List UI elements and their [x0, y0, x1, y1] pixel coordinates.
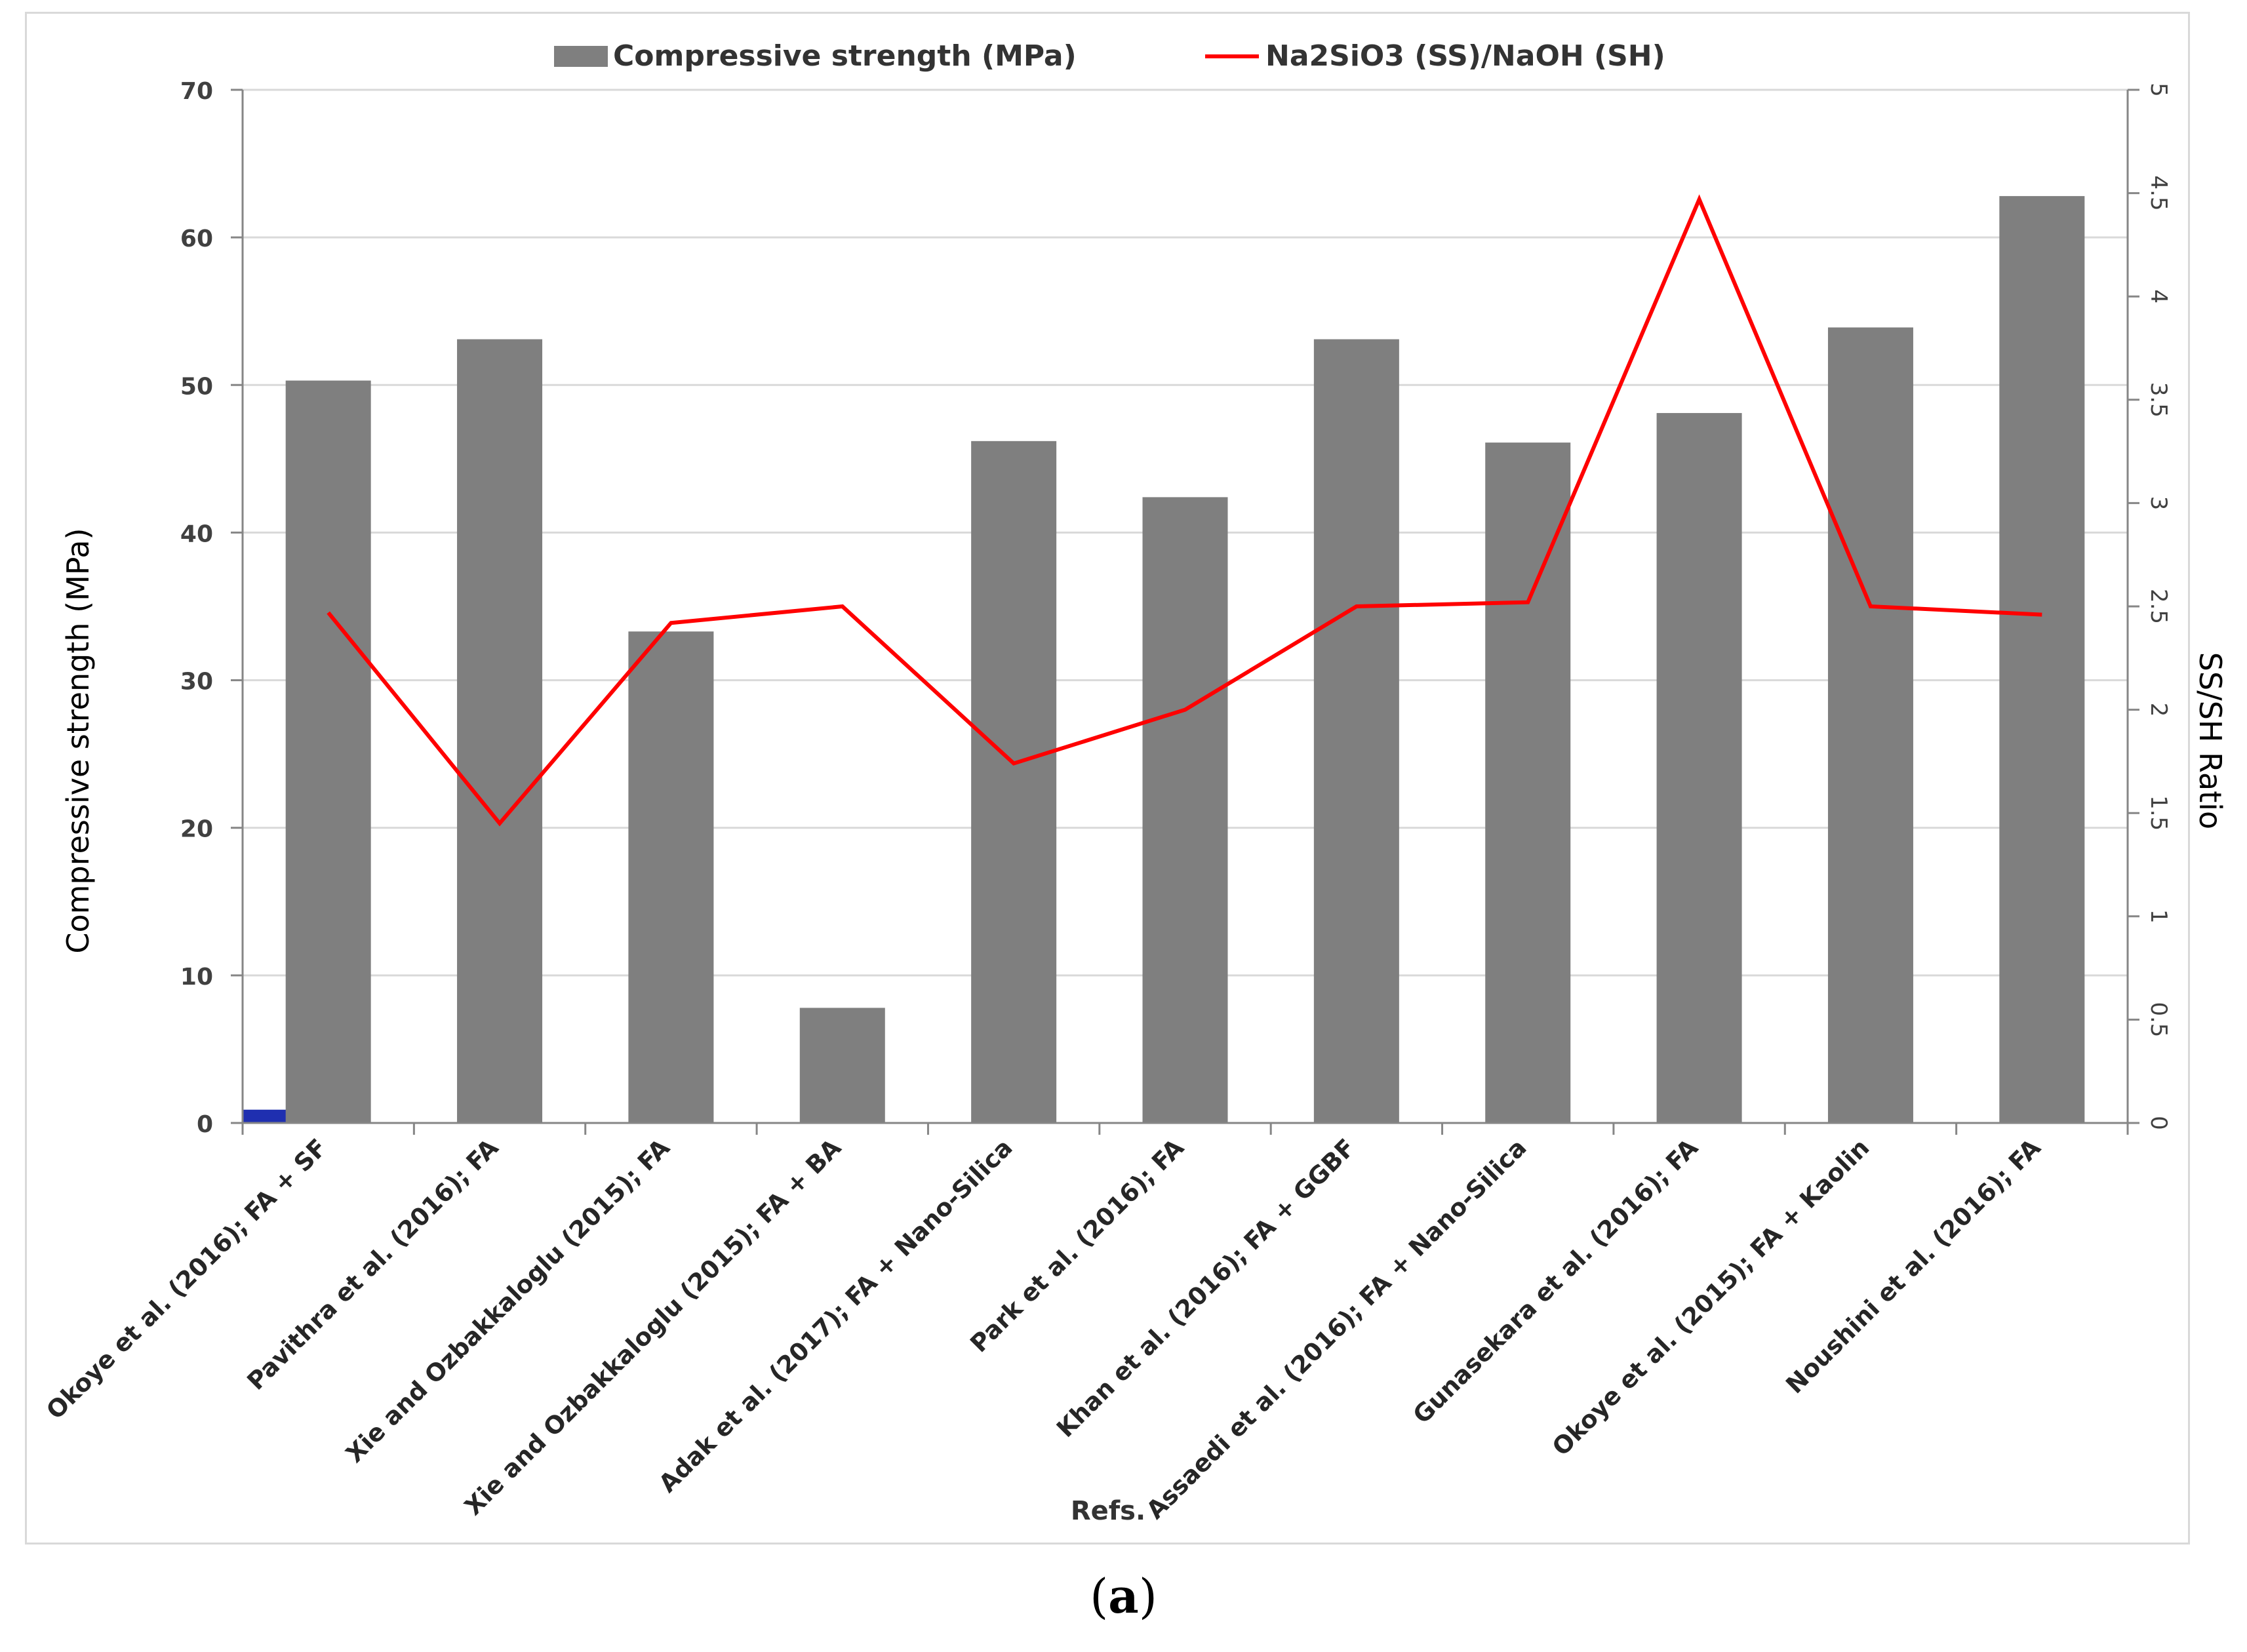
x-category-label: Okoye et al. (2015); FA + Kaolin: [1547, 1133, 1875, 1461]
bar: [1485, 442, 1571, 1123]
legend-bar-swatch: [554, 46, 608, 67]
bar: [1656, 413, 1742, 1123]
x-category-label: Khan et al. (2016); FA + GGBF: [1051, 1133, 1361, 1443]
bar: [1827, 327, 1913, 1124]
x-category-label: Okoye et al. (2016); FA + SF: [41, 1133, 333, 1425]
legend-line-label: Na2SiO3 (SS)/NaOH (SH): [1265, 39, 1665, 73]
y2-tick-label: 4.5: [2145, 176, 2172, 211]
y2-tick-label: 1.5: [2145, 795, 2172, 831]
bar: [285, 380, 371, 1123]
chart: 0 10 20 30 40 50 60 70 0 0.5 1 1.5 2 2.5 3 3.5 4 4.5 5 Okoy…: [41, 39, 2228, 1526]
y2-axis-title: SS/SH Ratio: [2193, 652, 2228, 829]
figure-caption: (a): [0, 1568, 2247, 1624]
y-tick-label: 40: [180, 521, 213, 547]
y-tick-label: 20: [180, 816, 213, 843]
x-category-label: Adak et al. (2017); FA + Nano-Silica: [653, 1133, 1018, 1498]
chart-frame: [25, 12, 2190, 1544]
y2-tick-label: 2.5: [2145, 589, 2172, 624]
caption-open-paren: (: [1090, 1569, 1109, 1624]
bar: [628, 631, 714, 1123]
y-axis-title: Compressive strength (MPa): [60, 528, 96, 953]
bar: [457, 339, 543, 1123]
y-tick-label: 0: [197, 1111, 213, 1138]
y2-tick-label: 5: [2145, 83, 2172, 97]
x-category-label: Gunasekara et al. (2016); FA: [1408, 1133, 1704, 1430]
bar: [971, 441, 1057, 1123]
bar: [1999, 196, 2085, 1124]
legend-bar-label: Compressive strength (MPa): [613, 39, 1077, 73]
y2-tick-label: 2: [2145, 703, 2172, 717]
y2-tick-label: 0.5: [2145, 1002, 2172, 1037]
x-category-label: Assaedi et al. (2016); FA + Nano-Silica: [1141, 1133, 1532, 1525]
y2-tick-label: 3.5: [2145, 382, 2172, 418]
y-tick-label: 50: [180, 373, 213, 400]
caption-letter: a: [1108, 1568, 1139, 1624]
bar: [1313, 339, 1399, 1123]
y2-tick-label: 1: [2145, 909, 2172, 924]
bar: [1142, 497, 1228, 1123]
y-tick-label: 30: [180, 669, 213, 696]
x-category-label: Xie and Ozbakkaloglu (2015); FA: [340, 1133, 675, 1468]
bar: [799, 1008, 885, 1123]
y-tick-label: 60: [180, 226, 213, 252]
x-axis-title: Refs.: [1071, 1496, 1145, 1526]
y-tick-label: 70: [180, 78, 213, 105]
x-category-label: Xie and Ozbakkaloglu (2015); FA + BA: [459, 1133, 846, 1521]
y2-tick-label: 0: [2145, 1116, 2172, 1130]
caption-close-paren: ): [1138, 1569, 1157, 1624]
y-tick-label: 10: [180, 964, 213, 991]
y2-tick-label: 3: [2145, 496, 2172, 511]
y2-tick-label: 4: [2145, 289, 2172, 304]
